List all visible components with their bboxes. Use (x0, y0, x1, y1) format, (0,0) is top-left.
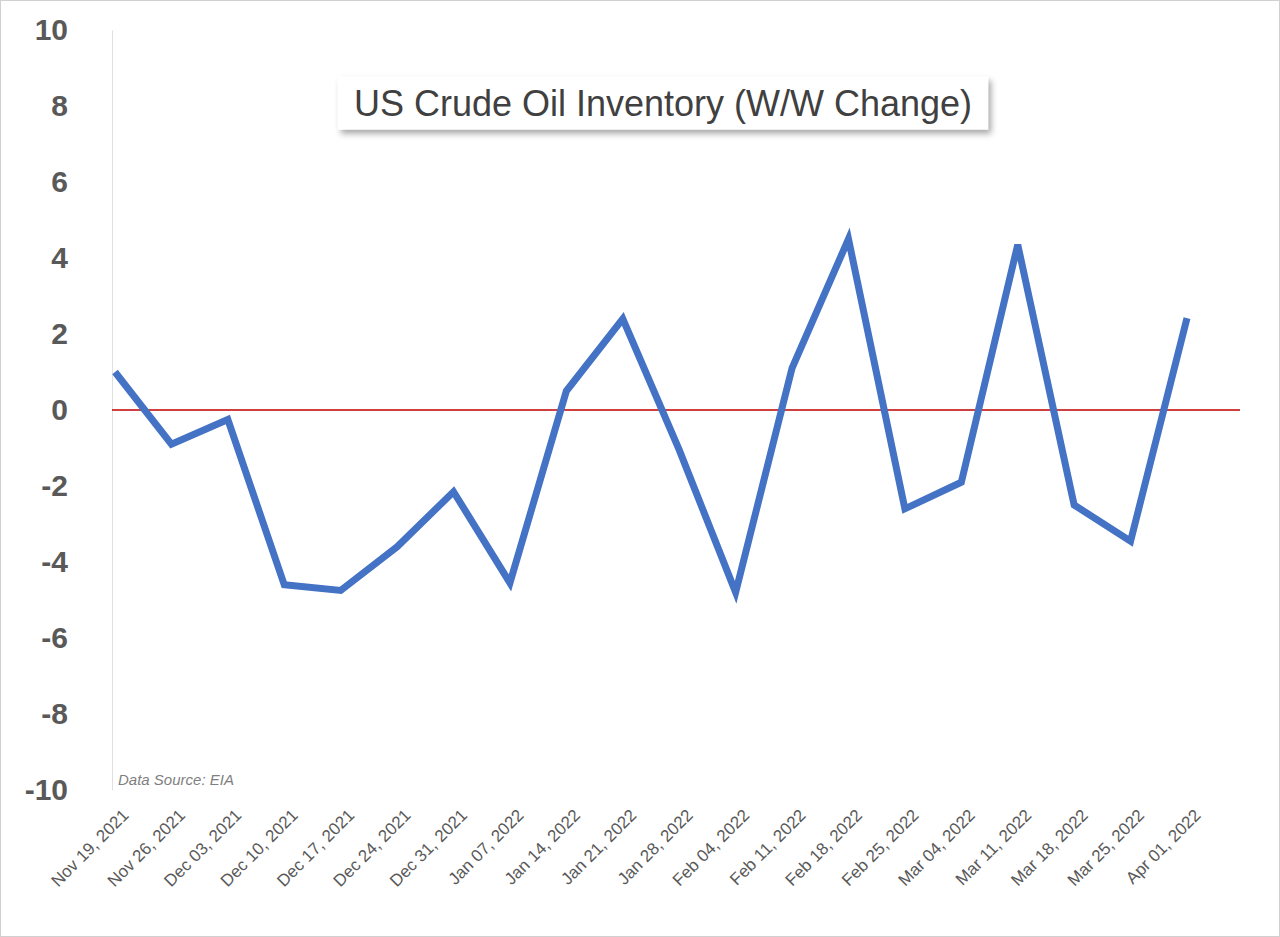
title-box: US Crude Oil Inventory (W/W Change) (338, 77, 988, 130)
data-line (115, 239, 1187, 592)
x-tick: Apr 01, 2022 (1122, 800, 1204, 888)
y-tick-label: 10 (35, 13, 68, 46)
y-tick: 2 (51, 317, 112, 350)
x-tick-label: Apr 01, 2022 (1122, 806, 1204, 888)
plot-area (115, 239, 1187, 592)
y-tick-label: 4 (51, 241, 68, 274)
chart-frame (1, 1, 1280, 937)
y-tick: 6 (51, 165, 112, 198)
y-tick-label: 6 (51, 165, 68, 198)
title-background (338, 77, 988, 130)
y-tick-label: 2 (51, 317, 68, 350)
y-tick-label: 0 (51, 393, 68, 426)
y-tick: 0 (51, 393, 112, 426)
y-tick-label: 8 (51, 89, 68, 122)
y-tick: -2 (41, 469, 112, 502)
title: US Crude Oil Inventory (W/W Change) (354, 83, 972, 124)
source-note: Data Source: EIA (118, 771, 234, 788)
y-tick-label: -10 (25, 773, 68, 806)
y-tick: 8 (51, 89, 112, 122)
y-tick: 4 (51, 241, 112, 274)
y-tick-label: -4 (41, 545, 68, 578)
chart: -10 -8 -6 -4 -2 0 2 4 6 8 10 Nov 19, 2021Nov 26, 20… (0, 0, 1280, 937)
y-tick-label: -6 (41, 621, 68, 654)
y-tick-label: -8 (41, 697, 68, 730)
y-tick-label: -2 (41, 469, 68, 502)
y-tick: -10 (25, 773, 112, 806)
y-tick: 10 (35, 13, 112, 46)
y-tick: -6 (41, 621, 112, 654)
y-tick: -8 (41, 697, 112, 730)
y-axis: -10 -8 -6 -4 -2 0 2 4 6 8 10 (25, 13, 113, 806)
y-tick: -4 (41, 545, 112, 578)
x-axis: Nov 19, 2021Nov 26, 2021Dec 03, 2021Dec … (48, 800, 1205, 891)
zero-line (112, 409, 1240, 411)
